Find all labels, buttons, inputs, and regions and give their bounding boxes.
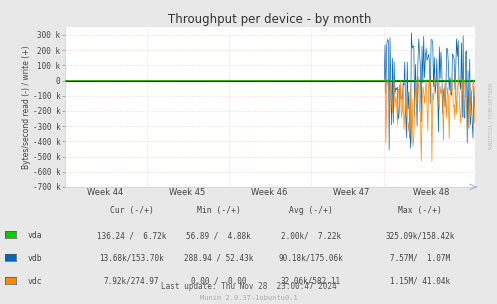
Text: 2.00k/  7.22k: 2.00k/ 7.22k — [281, 231, 340, 240]
Text: 288.94 / 52.43k: 288.94 / 52.43k — [184, 254, 253, 263]
Text: 7.57M/  1.07M: 7.57M/ 1.07M — [390, 254, 450, 263]
Text: vda: vda — [27, 231, 42, 240]
Text: 0.00 /  0.00: 0.00 / 0.00 — [191, 277, 247, 286]
Text: 325.09k/158.42k: 325.09k/158.42k — [385, 231, 455, 240]
Text: vdb: vdb — [27, 254, 42, 263]
Text: 136.24 /  6.72k: 136.24 / 6.72k — [97, 231, 166, 240]
Text: 7.92k/274.97: 7.92k/274.97 — [104, 277, 160, 286]
Text: Max (-/+): Max (-/+) — [398, 206, 442, 215]
Text: 90.18k/175.06k: 90.18k/175.06k — [278, 254, 343, 263]
Text: 1.15M/ 41.04k: 1.15M/ 41.04k — [390, 277, 450, 286]
Text: 32.06k/582.11: 32.06k/582.11 — [281, 277, 340, 286]
Y-axis label: Bytes/second read (-) / write (+): Bytes/second read (-) / write (+) — [22, 45, 31, 169]
Title: Throughput per device - by month: Throughput per device - by month — [168, 13, 371, 26]
Text: 13.68k/153.70k: 13.68k/153.70k — [99, 254, 164, 263]
Text: Cur (-/+): Cur (-/+) — [110, 206, 154, 215]
Text: Min (-/+): Min (-/+) — [197, 206, 241, 215]
Text: Last update: Thu Nov 28  23:00:47 2024: Last update: Thu Nov 28 23:00:47 2024 — [161, 282, 336, 292]
Text: RRDTOOL / TOBI OETIKER: RRDTOOL / TOBI OETIKER — [489, 82, 494, 149]
Text: vdc: vdc — [27, 277, 42, 286]
Text: Avg (-/+): Avg (-/+) — [289, 206, 332, 215]
Text: 56.89 /  4.88k: 56.89 / 4.88k — [186, 231, 251, 240]
Text: Munin 2.0.37-1ubuntu0.1: Munin 2.0.37-1ubuntu0.1 — [200, 295, 297, 301]
